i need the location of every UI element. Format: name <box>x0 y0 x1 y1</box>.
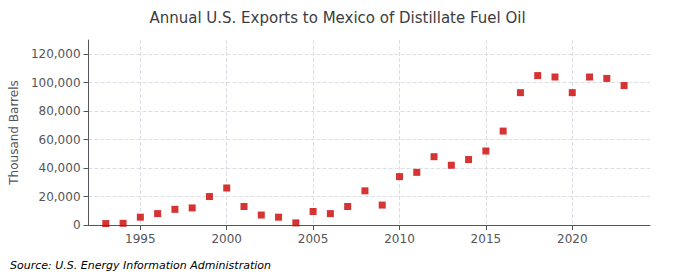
svg-text:0: 0 <box>73 218 81 232</box>
svg-text:120,000: 120,000 <box>31 47 81 61</box>
svg-text:Annual U.S. Exports to Mexico: Annual U.S. Exports to Mexico of Distill… <box>149 9 525 27</box>
svg-text:Thousand Barrels: Thousand Barrels <box>7 80 21 185</box>
svg-text:Source: U.S. Energy Informatio: Source: U.S. Energy Information Administ… <box>10 259 271 272</box>
svg-text:100,000: 100,000 <box>31 76 81 90</box>
svg-text:2005: 2005 <box>298 232 329 246</box>
svg-text:2020: 2020 <box>557 232 588 246</box>
svg-text:60,000: 60,000 <box>39 133 81 147</box>
svg-text:40,000: 40,000 <box>39 161 81 175</box>
svg-text:20,000: 20,000 <box>39 190 81 204</box>
svg-text:2015: 2015 <box>471 232 502 246</box>
svg-text:80,000: 80,000 <box>39 104 81 118</box>
svg-text:2010: 2010 <box>384 232 415 246</box>
svg-text:1995: 1995 <box>125 232 156 246</box>
svg-text:2000: 2000 <box>211 232 242 246</box>
